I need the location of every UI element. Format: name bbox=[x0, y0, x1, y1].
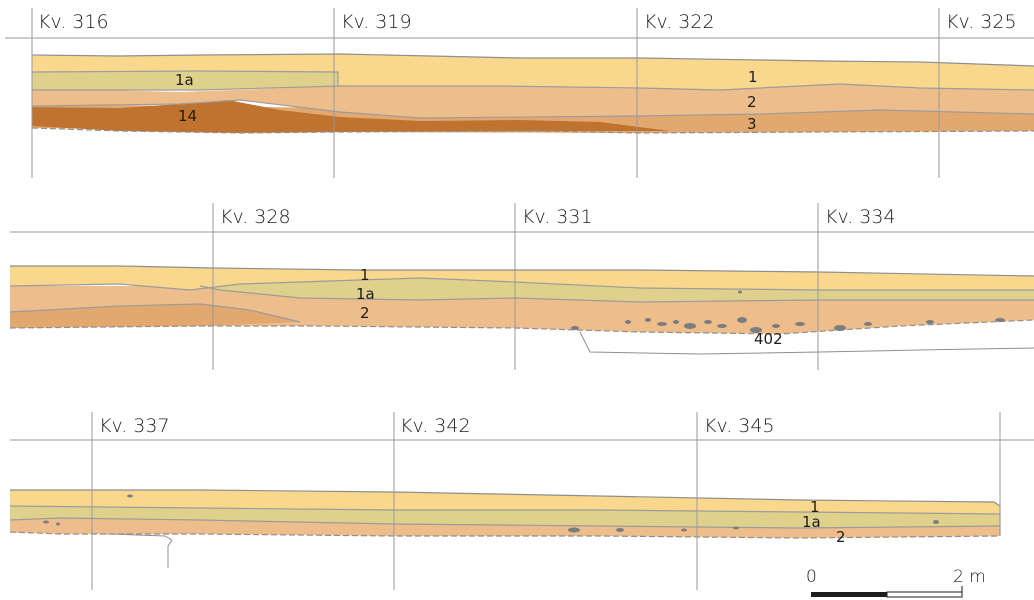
stone bbox=[645, 318, 651, 322]
stone bbox=[616, 528, 624, 532]
profile-2-boundary-1a bbox=[9, 277, 1034, 291]
layer-label: 402 bbox=[754, 330, 783, 348]
square-label: Kv. 345 bbox=[704, 415, 775, 437]
stone bbox=[738, 290, 742, 294]
profile-2-layer-1a bbox=[200, 278, 1034, 302]
stone bbox=[571, 326, 579, 330]
stone bbox=[737, 317, 747, 323]
square-label: Kv. 316 bbox=[38, 11, 109, 33]
profile-1-layer-1a bbox=[32, 71, 338, 90]
layer-label: 1a bbox=[802, 513, 821, 531]
profile-3-base bbox=[9, 531, 1001, 539]
square-label: Kv. 334 bbox=[825, 206, 896, 228]
stone bbox=[704, 320, 712, 324]
layer-label: 1a bbox=[356, 285, 375, 303]
stone bbox=[717, 324, 727, 328]
profile-2-surface bbox=[10, 265, 1034, 277]
profile-2-base bbox=[9, 319, 1034, 335]
square-label: Kv. 342 bbox=[400, 415, 471, 437]
profile-2-pit-outline bbox=[579, 331, 1034, 355]
layer-label: 1 bbox=[810, 498, 820, 516]
profile-1-boundary-3 bbox=[31, 99, 1034, 119]
stone bbox=[795, 322, 805, 326]
profile-3-layer-2 bbox=[10, 518, 1000, 538]
stone bbox=[926, 320, 934, 324]
square-label: Kv. 328 bbox=[220, 206, 291, 228]
stone bbox=[673, 320, 679, 324]
profile-2-stones bbox=[571, 290, 1005, 333]
layer-label: 3 bbox=[747, 115, 757, 133]
stone bbox=[864, 322, 872, 326]
square-label: Kv. 322 bbox=[644, 11, 715, 33]
profile-1-base bbox=[31, 127, 1034, 134]
layer-label: 2 bbox=[360, 304, 370, 322]
scale-bar-white-segment bbox=[886, 591, 963, 598]
square-label: Kv. 337 bbox=[99, 415, 170, 437]
profile-3-boundary-1a bbox=[9, 505, 1001, 515]
stone bbox=[684, 323, 696, 329]
stone bbox=[772, 324, 780, 328]
square-label: Kv. 331 bbox=[522, 206, 593, 228]
profile-1-layer-14 bbox=[32, 100, 670, 133]
profile-2-layer-2-lower bbox=[10, 304, 300, 328]
profile-3-pit-outline bbox=[10, 531, 173, 568]
stone bbox=[995, 318, 1005, 322]
stone bbox=[657, 322, 667, 326]
profile-1: Kv. 316 Kv. 319 Kv. 322 Kv. 325 1a 14 1 … bbox=[5, 8, 1034, 178]
layer-label: 1 bbox=[748, 68, 758, 86]
profile-2-boundary-2-lower bbox=[9, 303, 301, 323]
stone bbox=[750, 327, 762, 333]
stone bbox=[681, 528, 687, 532]
layer-label: 2 bbox=[747, 93, 757, 111]
layer-label: 2 bbox=[836, 528, 846, 546]
profile-3-surface bbox=[10, 489, 1001, 536]
scale-bar-end-label: 2 m bbox=[953, 567, 986, 587]
profile-1-boundary-1a bbox=[31, 70, 339, 86]
stone bbox=[43, 520, 49, 524]
square-label: Kv. 325 bbox=[946, 11, 1017, 33]
layer-label: 1a bbox=[175, 71, 194, 89]
profile-3-stones bbox=[43, 494, 939, 533]
profile-2-boundary-2 bbox=[199, 285, 1034, 303]
layer-label: 1 bbox=[360, 266, 370, 284]
square-label: Kv. 319 bbox=[341, 11, 412, 33]
stone bbox=[933, 520, 939, 524]
profile-3: Kv. 337 Kv. 342 Kv. 345 1 1a 2 bbox=[9, 412, 1034, 590]
layer-label: 14 bbox=[178, 107, 197, 125]
stone bbox=[733, 526, 739, 530]
profile-1-boundary-2 bbox=[32, 83, 1034, 91]
stone bbox=[568, 527, 580, 533]
stone bbox=[127, 494, 133, 498]
scale-bar-black-segment bbox=[811, 592, 887, 597]
scale-bar-start-label: 0 bbox=[806, 567, 817, 587]
stone bbox=[56, 522, 60, 526]
profile-2: Kv. 328 Kv. 331 Kv. 334 1 1a 2 402 bbox=[9, 203, 1034, 370]
profile-3-layer-1a bbox=[10, 506, 1000, 528]
scale-bar: 0 2 m bbox=[806, 567, 986, 598]
stone bbox=[625, 320, 631, 324]
profile-1-surface bbox=[31, 53, 1034, 67]
profile-1-layer-2 bbox=[32, 84, 1034, 118]
stone bbox=[834, 325, 846, 331]
